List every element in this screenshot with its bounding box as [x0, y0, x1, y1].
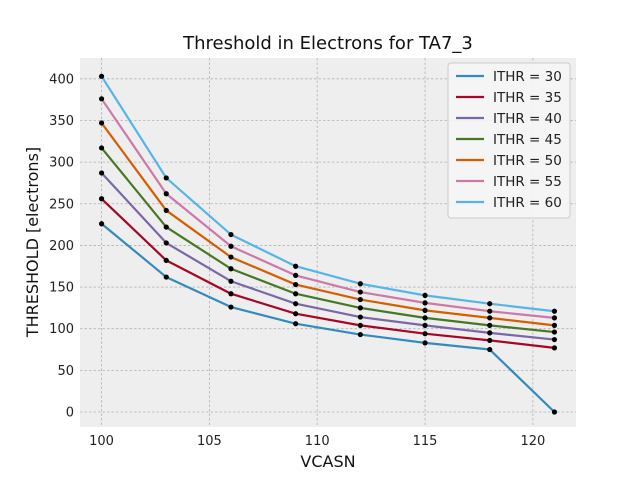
data-point: [487, 308, 493, 314]
data-point: [98, 145, 105, 151]
y-tick-label: 150: [49, 281, 74, 296]
data-point: [293, 263, 299, 269]
data-point: [98, 170, 105, 176]
data-point: [551, 329, 558, 335]
chart-title: Threshold in Electrons for TA7_3: [182, 33, 473, 54]
legend-label: ITHR = 45: [493, 132, 562, 148]
data-point: [551, 308, 558, 314]
y-tick-label: 100: [49, 322, 74, 337]
data-point: [551, 345, 558, 351]
data-point: [163, 257, 169, 264]
data-point: [98, 221, 105, 227]
y-tick-label: 350: [49, 114, 74, 129]
data-point: [293, 311, 299, 317]
series-line: [100, 172, 555, 341]
data-point: [551, 409, 558, 415]
x-tick-label: 120: [520, 434, 545, 449]
data-point: [163, 224, 169, 230]
x-tick-label: 105: [197, 434, 222, 449]
data-point: [98, 73, 105, 79]
legend-label: ITHR = 35: [493, 90, 562, 106]
data-point: [357, 296, 363, 303]
y-axis-title: THRESHOLD [electrons]: [23, 147, 42, 338]
data-point: [487, 301, 493, 307]
data-point: [98, 196, 105, 202]
data-point: [357, 289, 363, 295]
data-point: [551, 315, 558, 321]
y-tick-label: 50: [57, 364, 74, 379]
legend-label: ITHR = 55: [493, 174, 562, 190]
x-tick-label: 110: [305, 434, 330, 449]
series-lines: [100, 75, 556, 413]
y-tick-label: 0: [66, 406, 74, 421]
data-point: [357, 281, 363, 287]
legend-label: ITHR = 60: [493, 195, 562, 211]
x-tick-label: 100: [89, 434, 114, 449]
data-point: [422, 292, 428, 298]
data-point: [228, 278, 234, 284]
data-point: [357, 305, 363, 311]
data-point: [422, 300, 428, 306]
legend-label: ITHR = 40: [493, 111, 562, 127]
y-tick-label: 200: [49, 239, 74, 254]
data-point: [163, 240, 169, 246]
data-point: [422, 340, 428, 346]
data-point: [163, 191, 169, 197]
data-point: [551, 322, 558, 328]
data-point: [487, 337, 493, 343]
data-point: [293, 272, 299, 279]
series-line: [100, 75, 555, 313]
data-point: [357, 331, 363, 338]
series-line: [100, 147, 555, 334]
data-point: [293, 281, 299, 288]
data-point: [487, 315, 493, 321]
y-tick-label: 250: [49, 197, 74, 212]
data-point: [422, 322, 428, 328]
data-point: [228, 266, 234, 272]
data-point: [228, 304, 234, 310]
data-point: [163, 207, 169, 214]
data-point: [422, 315, 428, 321]
data-point: [98, 120, 105, 126]
x-tick-label: 115: [413, 434, 438, 449]
legend-box: [447, 62, 571, 219]
data-point: [228, 254, 234, 260]
series-line: [100, 122, 555, 327]
data-point: [551, 336, 558, 343]
legend-label: ITHR = 50: [493, 153, 562, 169]
data-point: [163, 274, 169, 280]
x-axis-title: VCASN: [300, 452, 355, 471]
data-point: [228, 243, 234, 249]
data-point: [228, 291, 234, 297]
data-point: [422, 331, 428, 337]
data-point: [293, 321, 299, 327]
y-tick-label: 300: [49, 156, 74, 171]
data-point: [98, 96, 105, 102]
legend-label: ITHR = 30: [493, 69, 562, 85]
legend: ITHR = 30 ITHR = 35 ITHR = 40 ITHR = 45 ITHR…: [447, 62, 571, 219]
data-point: [357, 322, 363, 328]
data-point: [293, 301, 299, 307]
data-point: [293, 291, 299, 297]
data-points: [98, 73, 558, 415]
series-line: [100, 222, 556, 413]
data-point: [487, 330, 493, 336]
data-point: [228, 231, 234, 238]
tick-labels: 100 105 110 115 120 0 50 100 150 200 250 300 350 400: [49, 72, 545, 449]
series-line: [100, 98, 555, 319]
data-point: [422, 307, 428, 313]
series-line: [100, 197, 555, 349]
data-point: [357, 314, 363, 320]
data-point: [487, 346, 493, 353]
data-point: [163, 175, 169, 181]
data-point: [487, 322, 493, 328]
y-tick-label: 400: [49, 72, 74, 87]
